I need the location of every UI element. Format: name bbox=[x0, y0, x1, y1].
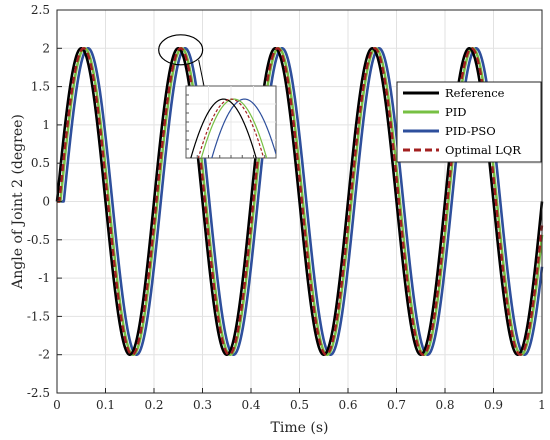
y-tick-label: 2 bbox=[42, 41, 50, 55]
y-tick-label: 1 bbox=[42, 118, 50, 132]
legend-label: Optimal LQR bbox=[445, 143, 521, 157]
x-tick-label: 0.9 bbox=[484, 398, 503, 412]
x-tick-label: 0.3 bbox=[193, 398, 212, 412]
inset-series-line-reference bbox=[190, 98, 257, 158]
x-tick-label: 0 bbox=[53, 398, 61, 412]
y-tick-label: -2.5 bbox=[27, 386, 50, 400]
y-tick-label: -2 bbox=[38, 348, 50, 362]
zoom-annotation bbox=[158, 34, 205, 87]
x-tick-label: 0.8 bbox=[435, 398, 454, 412]
zoom-inset bbox=[185, 85, 277, 159]
legend-label: Reference bbox=[445, 86, 505, 100]
x-tick-label: 0.4 bbox=[241, 398, 260, 412]
y-tick-label: 2.5 bbox=[31, 3, 50, 17]
zoom-connector bbox=[198, 59, 205, 87]
zoom-ellipse bbox=[158, 34, 204, 66]
y-tick-label: -0.5 bbox=[27, 233, 50, 247]
y-tick-label: 0.5 bbox=[31, 156, 50, 170]
x-tick-label: 0.2 bbox=[144, 398, 163, 412]
x-tick-label: 0.1 bbox=[96, 398, 115, 412]
y-tick-label: -1 bbox=[38, 271, 50, 285]
y-axis-title: Angle of Joint 2 (degree) bbox=[10, 114, 26, 290]
x-tick-label: 1 bbox=[538, 398, 546, 412]
y-tick-label: 0 bbox=[42, 195, 50, 209]
x-tick-label: 0.5 bbox=[290, 398, 309, 412]
legend-label: PID-PSO bbox=[445, 124, 496, 138]
inset-series-line-optimal-lqr bbox=[197, 98, 265, 158]
x-axis-title: Time (s) bbox=[271, 420, 329, 436]
y-tick-label: 1.5 bbox=[31, 80, 50, 94]
series-line-reference bbox=[55, 47, 544, 356]
legend: Reference PID PID-PSO Optimal LQR bbox=[396, 81, 542, 163]
legend-label: PID bbox=[445, 105, 467, 119]
inset-series-line-pid-pso bbox=[211, 98, 276, 158]
series-line-optimal-lqr bbox=[56, 47, 544, 356]
x-tick-label: 0.7 bbox=[387, 398, 406, 412]
ticks: 0 0.1 0.2 0.3 0.4 0.5 0.6 0.7 0.8 0.9 1 2.5 2 1.5 1 0.5… bbox=[27, 3, 546, 412]
inset-series-layer bbox=[190, 98, 276, 158]
x-tick-label: 0.6 bbox=[338, 398, 357, 412]
y-tick-label: -1.5 bbox=[27, 309, 50, 323]
